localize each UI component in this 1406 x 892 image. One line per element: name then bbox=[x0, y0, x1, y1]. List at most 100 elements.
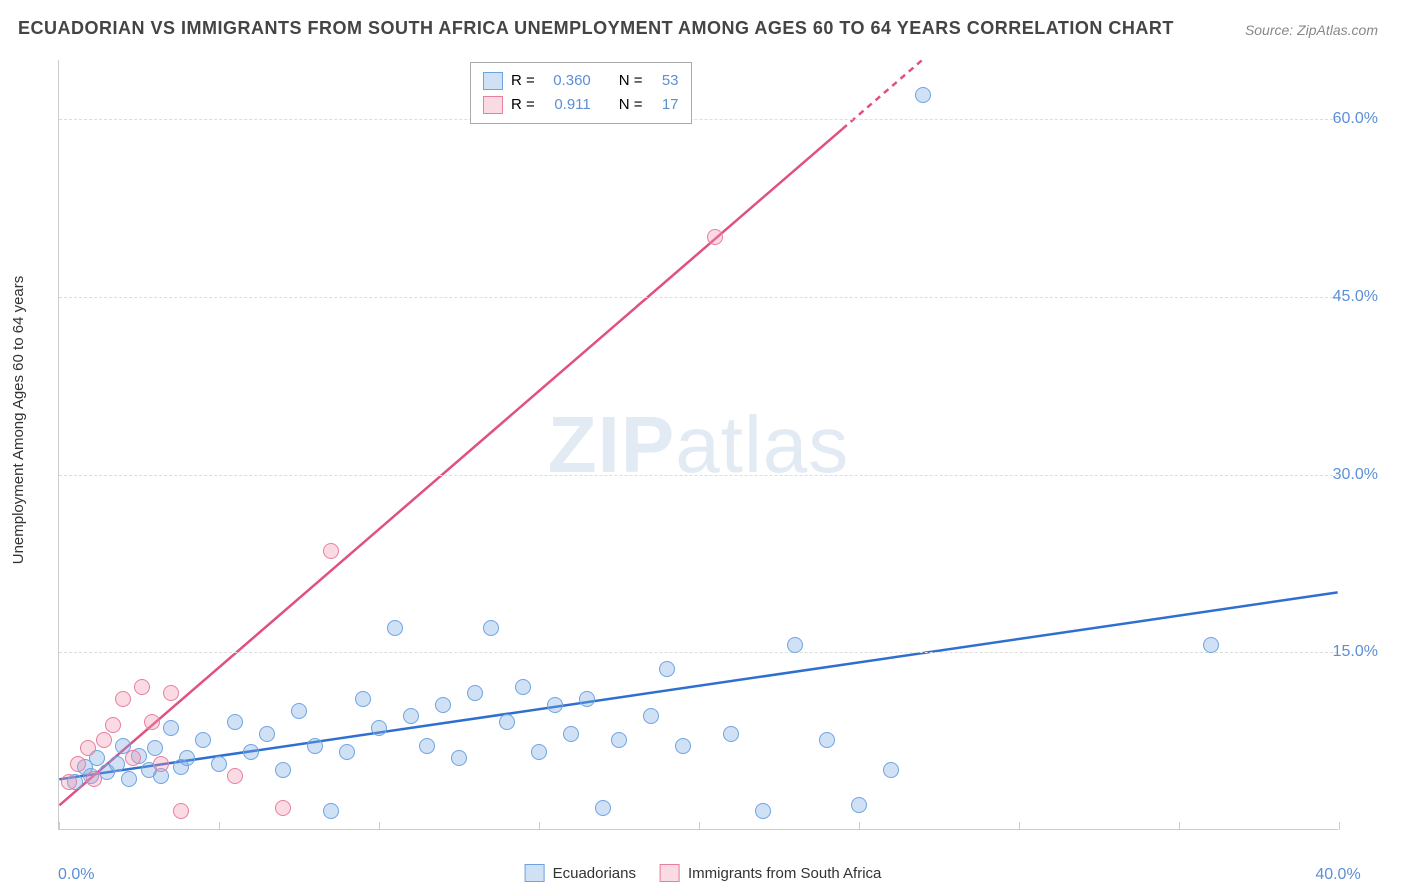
r-value: 0.911 bbox=[543, 93, 591, 117]
legend-swatch bbox=[660, 864, 680, 882]
scatter-point bbox=[147, 740, 163, 756]
x-tick-mark bbox=[539, 822, 540, 830]
scatter-point bbox=[339, 744, 355, 760]
x-tick-mark bbox=[1019, 822, 1020, 830]
scatter-point bbox=[125, 750, 141, 766]
scatter-point bbox=[86, 771, 102, 787]
scatter-point bbox=[96, 732, 112, 748]
scatter-point bbox=[163, 720, 179, 736]
source-attribution: Source: ZipAtlas.com bbox=[1245, 22, 1378, 38]
scatter-point bbox=[787, 637, 803, 653]
x-tick-mark bbox=[859, 822, 860, 830]
legend-label: Ecuadorians bbox=[553, 865, 636, 882]
x-tick-mark bbox=[1179, 822, 1180, 830]
n-label: N = bbox=[619, 93, 643, 117]
scatter-point bbox=[547, 697, 563, 713]
legend-row: R = 0.360 N = 53 bbox=[483, 69, 679, 93]
trend-lines-layer bbox=[59, 60, 1338, 829]
scatter-point bbox=[371, 720, 387, 736]
scatter-point bbox=[707, 229, 723, 245]
chart-title: ECUADORIAN VS IMMIGRANTS FROM SOUTH AFRI… bbox=[18, 18, 1174, 39]
x-tick-mark bbox=[379, 822, 380, 830]
n-value: 17 bbox=[651, 93, 679, 117]
x-tick-mark bbox=[699, 822, 700, 830]
scatter-point bbox=[483, 620, 499, 636]
scatter-point bbox=[259, 726, 275, 742]
legend-swatch bbox=[483, 72, 503, 90]
series-legend: Ecuadorians Immigrants from South Africa bbox=[525, 864, 882, 882]
x-tick-mark bbox=[219, 822, 220, 830]
scatter-point bbox=[275, 762, 291, 778]
scatter-point bbox=[435, 697, 451, 713]
scatter-point bbox=[80, 740, 96, 756]
legend-swatch bbox=[483, 96, 503, 114]
scatter-plot-area: ZIPatlas bbox=[58, 60, 1338, 830]
r-label: R = bbox=[511, 69, 535, 93]
scatter-point bbox=[515, 679, 531, 695]
y-tick-label: 45.0% bbox=[1333, 288, 1378, 306]
n-label: N = bbox=[619, 69, 643, 93]
legend-row: R = 0.911 N = 17 bbox=[483, 93, 679, 117]
scatter-point bbox=[451, 750, 467, 766]
scatter-point bbox=[659, 661, 675, 677]
n-value: 53 bbox=[651, 69, 679, 93]
gridline-h bbox=[59, 652, 1338, 653]
scatter-point bbox=[499, 714, 515, 730]
scatter-point bbox=[595, 800, 611, 816]
scatter-point bbox=[323, 543, 339, 559]
scatter-point bbox=[211, 756, 227, 772]
scatter-point bbox=[387, 620, 403, 636]
scatter-point bbox=[307, 738, 323, 754]
x-tick-mark bbox=[59, 822, 60, 830]
scatter-point bbox=[819, 732, 835, 748]
x-tick-mark bbox=[1339, 822, 1340, 830]
legend-item: Immigrants from South Africa bbox=[660, 864, 881, 882]
scatter-point bbox=[227, 768, 243, 784]
legend-label: Immigrants from South Africa bbox=[688, 865, 881, 882]
gridline-h bbox=[59, 297, 1338, 298]
scatter-point bbox=[883, 762, 899, 778]
scatter-point bbox=[355, 691, 371, 707]
scatter-point bbox=[403, 708, 419, 724]
scatter-point bbox=[579, 691, 595, 707]
scatter-point bbox=[1203, 637, 1219, 653]
scatter-point bbox=[675, 738, 691, 754]
scatter-point bbox=[121, 771, 137, 787]
scatter-point bbox=[134, 679, 150, 695]
scatter-point bbox=[195, 732, 211, 748]
y-tick-label: 60.0% bbox=[1333, 110, 1378, 128]
gridline-h bbox=[59, 119, 1338, 120]
scatter-point bbox=[109, 756, 125, 772]
watermark: ZIPatlas bbox=[548, 399, 849, 491]
scatter-point bbox=[467, 685, 483, 701]
r-value: 0.360 bbox=[543, 69, 591, 93]
x-tick-label: 0.0% bbox=[58, 866, 94, 884]
scatter-point bbox=[755, 803, 771, 819]
gridline-h bbox=[59, 475, 1338, 476]
scatter-point bbox=[173, 803, 189, 819]
correlation-legend: R = 0.360 N = 53 R = 0.911 N = 17 bbox=[470, 62, 692, 124]
scatter-point bbox=[563, 726, 579, 742]
scatter-point bbox=[163, 685, 179, 701]
scatter-point bbox=[70, 756, 86, 772]
scatter-point bbox=[61, 774, 77, 790]
scatter-point bbox=[115, 691, 131, 707]
scatter-point bbox=[643, 708, 659, 724]
scatter-point bbox=[323, 803, 339, 819]
y-axis-label: Unemployment Among Ages 60 to 64 years bbox=[10, 276, 27, 565]
scatter-point bbox=[419, 738, 435, 754]
r-label: R = bbox=[511, 93, 535, 117]
scatter-point bbox=[851, 797, 867, 813]
scatter-point bbox=[179, 750, 195, 766]
y-tick-label: 30.0% bbox=[1333, 466, 1378, 484]
scatter-point bbox=[531, 744, 547, 760]
scatter-point bbox=[144, 714, 160, 730]
x-tick-label: 40.0% bbox=[1315, 866, 1360, 884]
scatter-point bbox=[153, 756, 169, 772]
scatter-point bbox=[275, 800, 291, 816]
scatter-point bbox=[227, 714, 243, 730]
y-tick-label: 15.0% bbox=[1333, 643, 1378, 661]
scatter-point bbox=[291, 703, 307, 719]
legend-item: Ecuadorians bbox=[525, 864, 636, 882]
legend-swatch bbox=[525, 864, 545, 882]
